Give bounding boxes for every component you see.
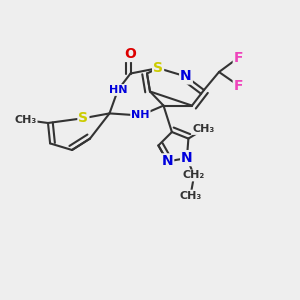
Text: N: N xyxy=(162,154,173,168)
Text: S: S xyxy=(153,61,163,75)
Text: NH: NH xyxy=(131,110,150,121)
Text: F: F xyxy=(234,51,243,64)
Text: O: O xyxy=(124,47,136,61)
Text: N: N xyxy=(181,151,193,165)
Text: CH₃: CH₃ xyxy=(179,190,202,201)
Text: S: S xyxy=(78,111,88,125)
Text: F: F xyxy=(234,79,243,92)
Text: N: N xyxy=(180,70,192,83)
Text: CH₃: CH₃ xyxy=(193,124,215,134)
Text: HN: HN xyxy=(109,85,127,95)
Text: CH₃: CH₃ xyxy=(14,115,37,125)
Text: CH₂: CH₂ xyxy=(183,170,205,181)
